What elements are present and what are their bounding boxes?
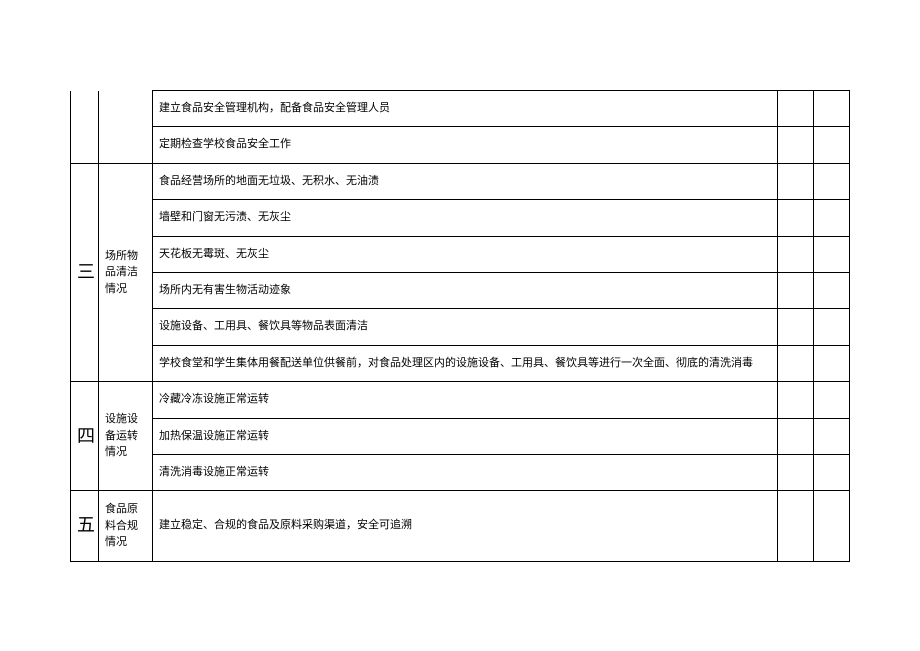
section-number	[71, 91, 99, 164]
inspection-item: 天花板无霉斑、无灰尘	[153, 236, 778, 272]
check-cell-2	[814, 491, 850, 562]
check-cell-1	[778, 454, 814, 490]
table-row: 墙壁和门窗无污渍、无灰尘	[71, 200, 850, 236]
check-cell-2	[814, 127, 850, 163]
section-category	[99, 91, 153, 164]
section-number: 三	[71, 163, 99, 381]
inspection-item: 学校食堂和学生集体用餐配送单位供餐前，对食品处理区内的设施设备、工用具、餐饮具等…	[153, 345, 778, 381]
table-row: 设施设备、工用具、餐饮具等物品表面清洁	[71, 309, 850, 345]
check-cell-1	[778, 127, 814, 163]
inspection-item: 食品经营场所的地面无垃圾、无积水、无油渍	[153, 163, 778, 199]
inspection-item: 定期检查学校食品安全工作	[153, 127, 778, 163]
check-cell-2	[814, 382, 850, 418]
inspection-item: 墙壁和门窗无污渍、无灰尘	[153, 200, 778, 236]
table-row: 加热保温设施正常运转	[71, 418, 850, 454]
inspection-table: 建立食品安全管理机构，配备食品安全管理人员定期检查学校食品安全工作三场所物品清洁…	[70, 90, 850, 562]
check-cell-2	[814, 200, 850, 236]
check-cell-2	[814, 309, 850, 345]
check-cell-2	[814, 345, 850, 381]
inspection-item: 设施设备、工用具、餐饮具等物品表面清洁	[153, 309, 778, 345]
inspection-item: 清洗消毒设施正常运转	[153, 454, 778, 490]
table-row: 清洗消毒设施正常运转	[71, 454, 850, 490]
check-cell-1	[778, 491, 814, 562]
table-row: 五食品原料合规情况建立稳定、合规的食品及原料采购渠道，安全可追溯	[71, 491, 850, 562]
inspection-item: 冷藏冷冻设施正常运转	[153, 382, 778, 418]
check-cell-1	[778, 91, 814, 127]
table-row: 天花板无霉斑、无灰尘	[71, 236, 850, 272]
check-cell-2	[814, 272, 850, 308]
check-cell-2	[814, 91, 850, 127]
table-row: 场所内无有害生物活动迹象	[71, 272, 850, 308]
check-cell-1	[778, 309, 814, 345]
check-cell-2	[814, 236, 850, 272]
section-category: 设施设备运转情况	[99, 382, 153, 491]
table-row: 定期检查学校食品安全工作	[71, 127, 850, 163]
section-number: 四	[71, 382, 99, 491]
check-cell-1	[778, 236, 814, 272]
check-cell-2	[814, 454, 850, 490]
section-category: 场所物品清洁情况	[99, 163, 153, 381]
check-cell-1	[778, 345, 814, 381]
check-cell-1	[778, 200, 814, 236]
check-cell-1	[778, 418, 814, 454]
check-cell-1	[778, 272, 814, 308]
check-cell-2	[814, 418, 850, 454]
inspection-item: 建立食品安全管理机构，配备食品安全管理人员	[153, 91, 778, 127]
check-cell-1	[778, 163, 814, 199]
section-category: 食品原料合规情况	[99, 491, 153, 562]
table-row: 三场所物品清洁情况食品经营场所的地面无垃圾、无积水、无油渍	[71, 163, 850, 199]
table-row: 建立食品安全管理机构，配备食品安全管理人员	[71, 91, 850, 127]
inspection-item: 加热保温设施正常运转	[153, 418, 778, 454]
inspection-item: 场所内无有害生物活动迹象	[153, 272, 778, 308]
inspection-item: 建立稳定、合规的食品及原料采购渠道，安全可追溯	[153, 491, 778, 562]
section-number: 五	[71, 491, 99, 562]
check-cell-1	[778, 382, 814, 418]
check-cell-2	[814, 163, 850, 199]
table-row: 学校食堂和学生集体用餐配送单位供餐前，对食品处理区内的设施设备、工用具、餐饮具等…	[71, 345, 850, 381]
table-row: 四设施设备运转情况冷藏冷冻设施正常运转	[71, 382, 850, 418]
